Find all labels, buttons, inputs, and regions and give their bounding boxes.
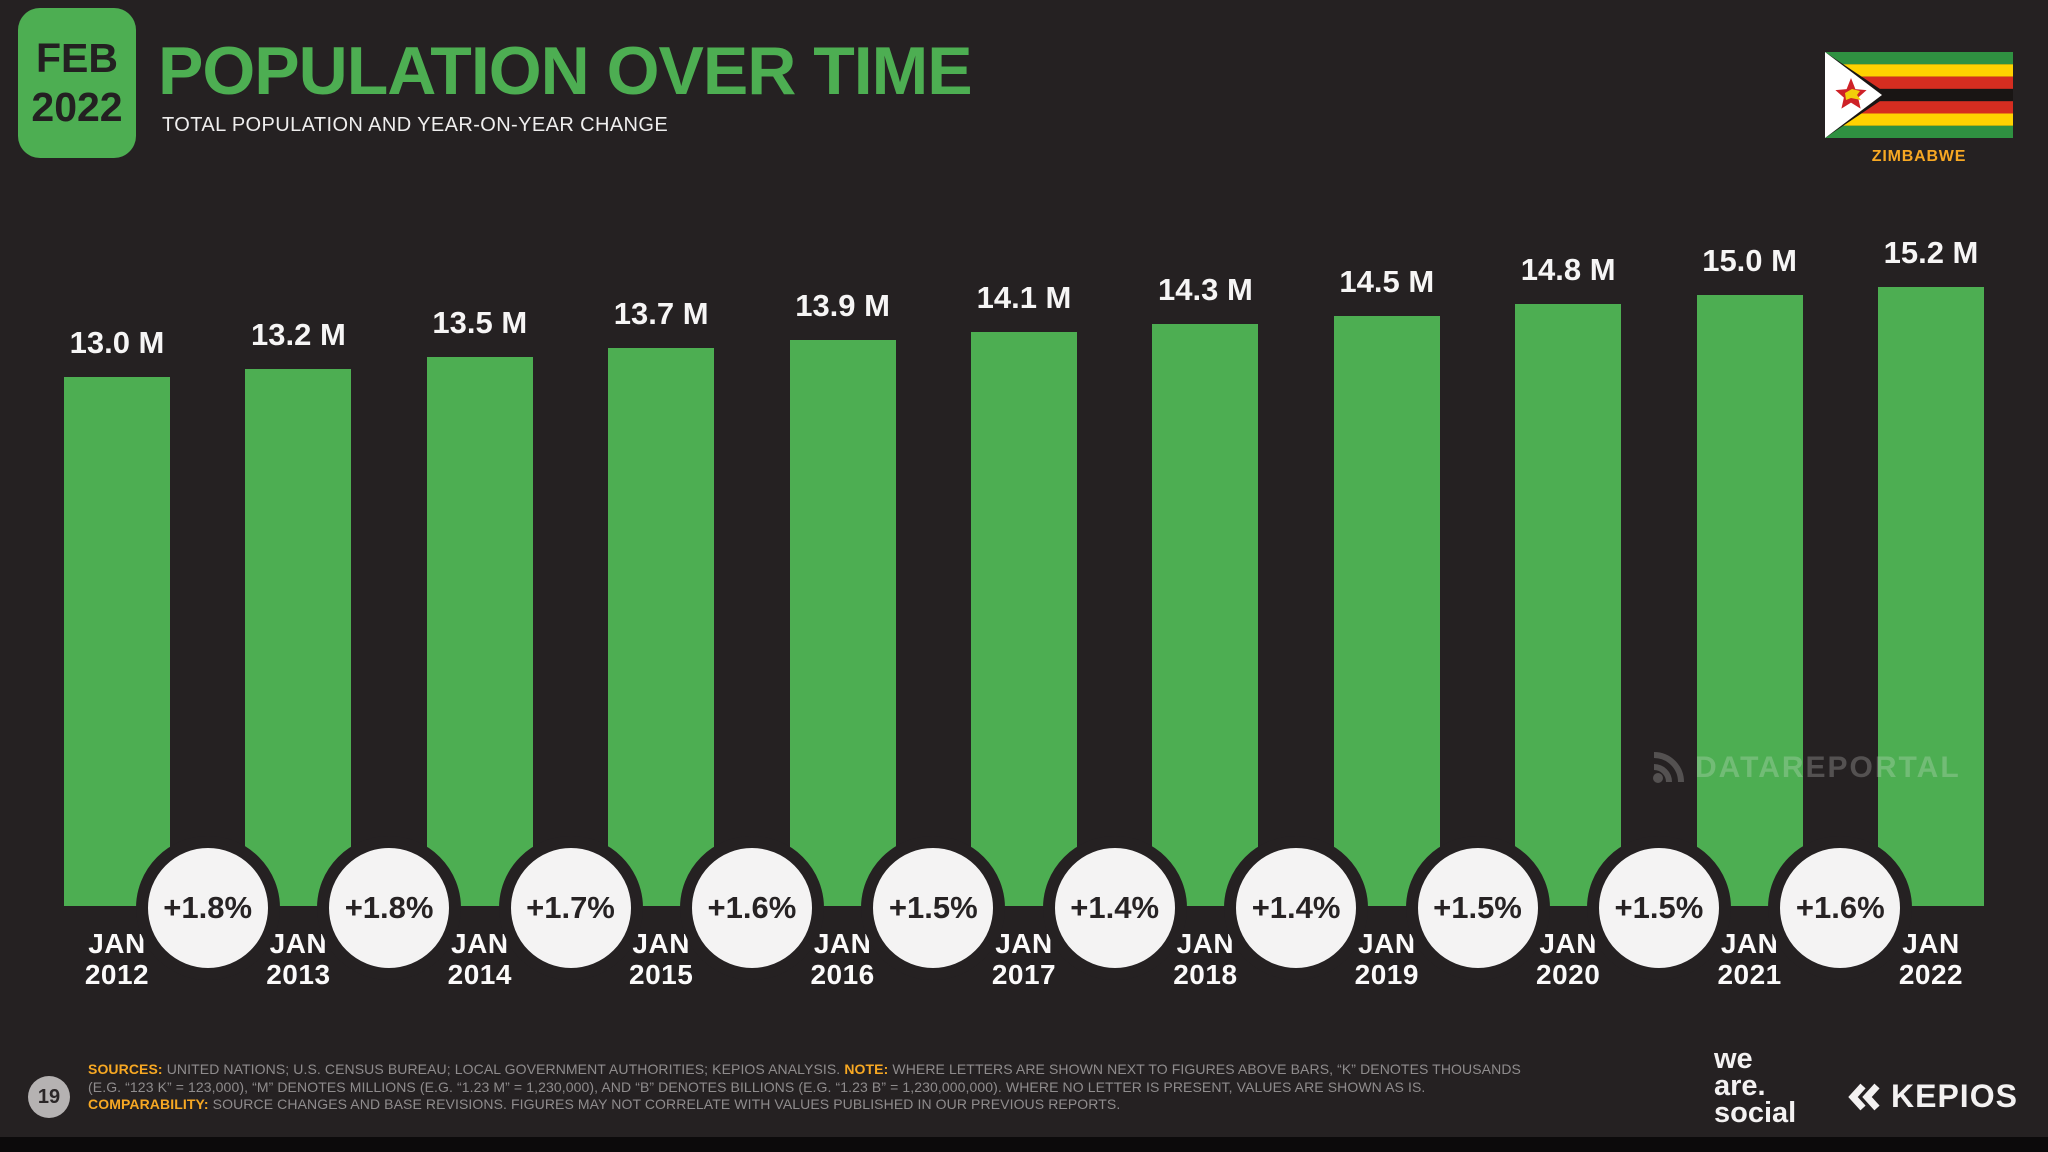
date-badge: FEB 2022 xyxy=(18,8,136,158)
population-bar-jan-2016 xyxy=(789,340,896,906)
page-number: 19 xyxy=(28,1076,70,1118)
bar-value-label: 14.1 M xyxy=(976,280,1072,315)
watermark-text: DATAREPORTAL xyxy=(1695,751,1961,784)
bar-value-label: 13.0 M xyxy=(69,325,165,360)
x-axis-label: JAN 2015 xyxy=(629,928,694,990)
x-axis-label: JAN 2014 xyxy=(447,928,512,990)
x-axis-label: JAN 2016 xyxy=(810,928,875,990)
bar-value-label: 13.2 M xyxy=(251,317,346,352)
population-bar-jan-2014 xyxy=(426,357,533,906)
x-axis-label: JAN 2020 xyxy=(1536,928,1601,990)
comparability-label: COMPARABILITY: xyxy=(88,1096,209,1112)
kepios-wordmark: KEPIOS xyxy=(1891,1078,2018,1114)
x-axis-label: JAN 2019 xyxy=(1354,928,1419,990)
date-badge-year: 2022 xyxy=(31,84,123,130)
bar-value-label: 13.9 M xyxy=(795,288,890,323)
footer-line-2: (E.G. “123 K” = 123,000), “M” DENOTES MI… xyxy=(88,1079,1521,1097)
x-axis-label: JAN 2012 xyxy=(84,928,150,990)
population-bar-jan-2019 xyxy=(1333,316,1440,906)
bar-value-label: 13.7 M xyxy=(613,296,709,331)
footer-line-3: COMPARABILITY: SOURCE CHANGES AND BASE R… xyxy=(88,1096,1521,1114)
note-label: NOTE: xyxy=(844,1061,889,1077)
x-axis-label: JAN 2017 xyxy=(991,928,1057,990)
date-badge-month: FEB xyxy=(36,35,118,81)
bar-value-label: 14.3 M xyxy=(1158,272,1253,307)
yoy-change-circle: +1.4% xyxy=(1042,836,1187,980)
population-bar-jan-2012 xyxy=(64,377,170,906)
yoy-change-circle: +1.5% xyxy=(861,836,1006,980)
yoy-change-circle: +1.5% xyxy=(1405,836,1550,980)
we-are-social-logo: we are. social xyxy=(1714,1043,1797,1129)
bar-value-label: 14.5 M xyxy=(1339,264,1435,299)
x-axis-label: JAN 2022 xyxy=(1898,928,1964,990)
population-bar-jan-2018 xyxy=(1152,324,1259,906)
x-axis-label: JAN 2021 xyxy=(1717,928,1782,990)
yoy-change-circle: +1.4% xyxy=(1224,836,1369,980)
country-label: ZIMBABWE xyxy=(1871,148,1967,165)
kepios-logo: KEPIOS xyxy=(1848,1078,2018,1115)
page-title: POPULATION OVER TIME xyxy=(158,33,973,109)
sources-label: SOURCES: xyxy=(88,1061,163,1077)
note-body-1: WHERE LETTERS ARE SHOWN NEXT TO FIGURES … xyxy=(892,1061,1521,1077)
population-bar-jan-2022 xyxy=(1878,287,1984,906)
population-bar-jan-2021 xyxy=(1696,295,1803,906)
note-body-2: (E.G. “123 K” = 123,000), “M” DENOTES MI… xyxy=(88,1078,1426,1095)
bar-value-label: 15.2 M xyxy=(1883,235,1979,270)
sources-body: UNITED NATIONS; U.S. CENSUS BUREAU; LOCA… xyxy=(166,1061,841,1077)
population-bar-jan-2013 xyxy=(245,369,352,906)
x-axis-label: JAN 2018 xyxy=(1173,928,1238,990)
population-bar-jan-2015 xyxy=(608,348,715,906)
yoy-change-circle: +1.6% xyxy=(679,836,824,980)
bar-value-label: 15.0 M xyxy=(1702,243,1797,278)
yoy-change-circle: +1.7% xyxy=(498,836,643,980)
watermark: DATAREPORTAL xyxy=(1650,750,1961,786)
page-subtitle: TOTAL POPULATION AND YEAR-ON-YEAR CHANGE xyxy=(162,114,669,136)
comparability-body: SOURCE CHANGES AND BASE REVISIONS. FIGUR… xyxy=(212,1096,1121,1112)
yoy-change-circle: +1.6% xyxy=(1768,836,1913,980)
x-axis-label: JAN 2013 xyxy=(266,928,331,990)
bottom-letterbox-bar xyxy=(0,1137,2048,1152)
kepios-icon xyxy=(1848,1083,1880,1110)
footer-notes: SOURCES: UNITED NATIONS; U.S. CENSUS BUR… xyxy=(88,1061,1521,1114)
population-bar-jan-2020 xyxy=(1515,304,1622,906)
datareportal-icon xyxy=(1653,752,1684,783)
population-bar-jan-2017 xyxy=(971,332,1077,906)
yoy-change-circle: +1.8% xyxy=(135,836,280,980)
zimbabwe-flag-icon xyxy=(1825,52,2013,138)
bar-value-label: 13.5 M xyxy=(432,305,528,340)
bar-value-label: 14.8 M xyxy=(1520,252,1616,287)
footer-line-1: SOURCES: UNITED NATIONS; U.S. CENSUS BUR… xyxy=(88,1061,1521,1079)
yoy-change-circle: +1.5% xyxy=(1586,836,1731,980)
yoy-change-circle: +1.8% xyxy=(317,836,462,980)
